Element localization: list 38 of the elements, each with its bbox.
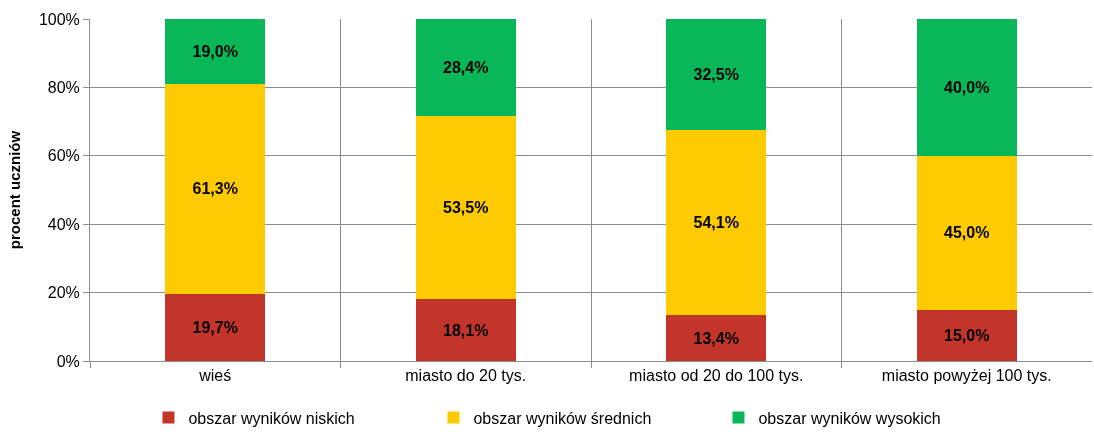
y-tick-label: 60% <box>47 147 80 165</box>
data-label: 19,7% <box>192 318 238 336</box>
bar <box>415 19 516 117</box>
y-axis-title: procent uczniów <box>6 130 24 250</box>
x-tick-label: miasto do 20 tys. <box>405 367 527 385</box>
bar <box>165 293 266 361</box>
bar <box>916 19 1017 156</box>
legend-label: obszar wyników niskich <box>188 409 355 427</box>
bar <box>165 83 266 294</box>
y-tick-label: 100% <box>38 10 80 28</box>
bar <box>916 155 1017 310</box>
data-label: 32,5% <box>693 66 739 84</box>
y-tick-label: 80% <box>47 79 80 96</box>
data-label: 61,3% <box>192 180 238 198</box>
data-label: 45,0% <box>944 224 990 242</box>
y-tick-label: 40% <box>47 215 80 233</box>
data-label: 53,5% <box>443 199 489 217</box>
bar <box>916 309 1017 361</box>
bar <box>666 130 767 316</box>
bar <box>165 19 266 84</box>
data-label: 40,0% <box>944 78 990 96</box>
legend-label: obszar wyników wysokich <box>758 409 941 427</box>
data-label: 54,1% <box>693 214 739 232</box>
data-label: 28,4% <box>443 59 489 77</box>
x-tick-label: wieś <box>198 367 232 385</box>
bar <box>666 315 767 361</box>
x-tick-label: miasto powyżej 100 tys. <box>881 367 1052 385</box>
y-tick-label: 0% <box>56 352 80 370</box>
x-tick-label: miasto od 20 do 100 tys. <box>629 367 804 385</box>
bar <box>415 299 516 361</box>
y-tick-label: 20% <box>47 284 80 302</box>
data-label: 19,0% <box>192 42 238 60</box>
data-label: 15,0% <box>944 326 990 344</box>
bar <box>415 116 516 300</box>
data-label: 18,1% <box>443 321 489 339</box>
legend-label: obszar wyników średnich <box>473 409 652 427</box>
bar <box>666 19 767 131</box>
data-label: 13,4% <box>693 329 739 347</box>
